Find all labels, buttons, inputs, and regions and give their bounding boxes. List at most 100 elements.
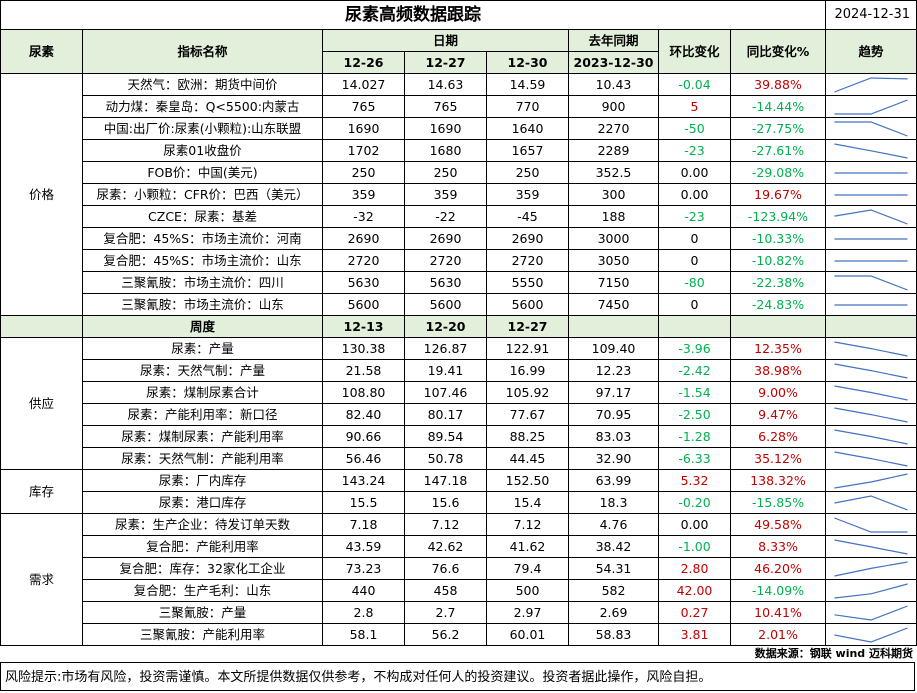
value-cell: 7.18 <box>322 513 405 536</box>
header-last-year: 去年同期 <box>568 29 659 52</box>
value-cell: 44.45 <box>486 447 569 470</box>
sparkline <box>834 626 908 643</box>
trend-cell <box>825 623 917 646</box>
value-cell: 1702 <box>322 139 405 162</box>
table-row: FOB价：中国(美元) 250 250 250 352.5 0.00 -29.08% <box>1 161 917 184</box>
trend-cell <box>825 403 917 426</box>
value-cell: 5600 <box>322 293 405 316</box>
mom-cell: 42.00 <box>658 579 731 602</box>
sparkline <box>834 582 908 599</box>
indicator-name: 中国:出厂价:尿素(小颗粒):山东联盟 <box>82 117 323 140</box>
value-cell: -45 <box>486 205 569 228</box>
value-cell: 250 <box>404 161 487 184</box>
yoy-cell: 38.98% <box>730 359 826 382</box>
trend-cell <box>825 513 917 536</box>
trend-cell <box>825 491 917 514</box>
header-yoy: 同比变化% <box>730 29 826 74</box>
trend-cell <box>825 381 917 404</box>
mom-cell: -23 <box>658 139 731 162</box>
value-cell: 1680 <box>404 139 487 162</box>
value-cell: 2720 <box>322 249 405 272</box>
table-row: 三聚氰胺：产能利用率 58.1 56.2 60.01 58.83 3.81 2.01% <box>1 623 917 646</box>
sparkline <box>834 98 908 115</box>
table-row: CZCE：尿素：基差 -32 -22 -45 188 -23 -123.94% <box>1 205 917 228</box>
yoy-cell: 19.67% <box>730 183 826 206</box>
trend-cell <box>825 117 917 140</box>
header-trend: 趋势 <box>825 29 917 74</box>
table-row: 尿素：煤制尿素：产能利用率 90.66 89.54 88.25 83.03 -1.28 6.… <box>1 425 917 448</box>
table-row: 复合肥：生产毛利：山东 440 458 500 582 42.00 -14.09% <box>1 579 917 602</box>
last-year-cell: 2270 <box>568 117 659 140</box>
value-cell: 5600 <box>486 293 569 316</box>
table-row: 三聚氰胺：市场主流价：四川 5630 5630 5550 7150 -80 -22.38% <box>1 271 917 294</box>
value-cell: 440 <box>322 579 405 602</box>
value-cell: 458 <box>404 579 487 602</box>
weekly-header-blank <box>568 315 659 338</box>
value-cell: 50.78 <box>404 447 487 470</box>
indicator-name: 三聚氰胺：产量 <box>82 601 323 624</box>
sparkline-line <box>834 406 908 423</box>
value-cell: 2720 <box>404 249 487 272</box>
indicator-name: 尿素：产量 <box>82 337 323 360</box>
sparkline-line <box>834 208 908 225</box>
header-mom: 环比变化 <box>658 29 731 74</box>
sparkline-line <box>834 516 908 533</box>
sparkline <box>834 171 908 174</box>
value-cell: 77.67 <box>486 403 569 426</box>
indicator-name: 复合肥：产能利用率 <box>82 535 323 558</box>
risk-note: 风险提示:市场有风险，投资需谨慎。本文所提供数据仅供参考，不构成对任何人的投资建… <box>0 662 915 691</box>
yoy-cell: 138.32% <box>730 469 826 492</box>
mom-cell: -1.28 <box>658 425 731 448</box>
table-row: 尿素：产能利用率：新口径 82.40 80.17 77.67 70.95 -2.50 9.4… <box>1 403 917 426</box>
sparkline <box>834 259 908 262</box>
indicator-name: 尿素01收盘价 <box>82 139 323 162</box>
value-cell: 14.59 <box>486 73 569 96</box>
yoy-cell: 49.58% <box>730 513 826 536</box>
indicator-name: 复合肥：45%S：市场主流价：河南 <box>82 227 323 250</box>
indicator-name: 尿素：生产企业：待发订单天数 <box>82 513 323 536</box>
table-row: 三聚氰胺：产量 2.8 2.7 2.97 2.69 0.27 10.41% <box>1 601 917 624</box>
trend-cell <box>825 557 917 580</box>
table-row: 复合肥：库存：32家化工企业 73.23 76.6 79.4 54.31 2.80 46.2… <box>1 557 917 580</box>
last-year-cell: 188 <box>568 205 659 228</box>
value-cell: 41.62 <box>486 535 569 558</box>
trend-cell <box>825 227 917 250</box>
value-cell: 1690 <box>404 117 487 140</box>
last-year-cell: 63.99 <box>568 469 659 492</box>
header-product: 尿素 <box>0 29 83 74</box>
indicator-name: 尿素：产能利用率：新口径 <box>82 403 323 426</box>
header-date-2: 12-27 <box>404 51 487 74</box>
value-cell: 16.99 <box>486 359 569 382</box>
yoy-cell: 8.33% <box>730 535 826 558</box>
weekly-header-date: 12-13 <box>322 315 405 338</box>
sparkline-line <box>834 560 908 577</box>
last-year-cell: 70.95 <box>568 403 659 426</box>
yoy-cell: 46.20% <box>730 557 826 580</box>
value-cell: 2690 <box>404 227 487 250</box>
sparkline <box>834 362 908 379</box>
last-year-cell: 3050 <box>568 249 659 272</box>
value-cell: 88.25 <box>486 425 569 448</box>
value-cell: 79.4 <box>486 557 569 580</box>
mom-cell: -50 <box>658 117 731 140</box>
yoy-cell: 35.12% <box>730 447 826 470</box>
value-cell: 5600 <box>404 293 487 316</box>
mom-cell: 0.00 <box>658 183 731 206</box>
value-cell: 15.5 <box>322 491 405 514</box>
indicator-name: 尿素：厂内库存 <box>82 469 323 492</box>
weekly-header-date: 12-20 <box>404 315 487 338</box>
weekly-header-blank <box>0 315 83 338</box>
trend-cell <box>825 447 917 470</box>
value-cell: 43.59 <box>322 535 405 558</box>
indicator-name: 尿素：煤制尿素合计 <box>82 381 323 404</box>
sparkline-line <box>834 362 908 379</box>
indicator-name: 三聚氰胺：市场主流价：山东 <box>82 293 323 316</box>
section-label: 需求 <box>0 513 83 646</box>
table-row: 尿素：煤制尿素合计 108.80 107.46 105.92 97.17 -1.54 9.0… <box>1 381 917 404</box>
sparkline <box>834 76 908 93</box>
trend-cell <box>825 469 917 492</box>
trend-cell <box>825 359 917 382</box>
value-cell: 122.91 <box>486 337 569 360</box>
sparkline <box>834 472 908 489</box>
sparkline <box>834 120 908 137</box>
